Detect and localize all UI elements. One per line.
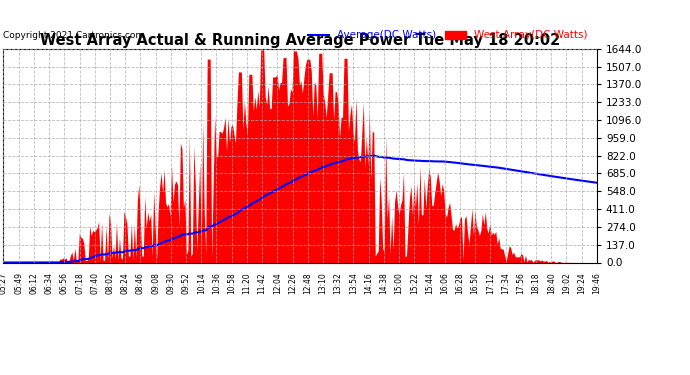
Title: West Array Actual & Running Average Power Tue May 18 20:02: West Array Actual & Running Average Powe… [40, 33, 560, 48]
Text: Copyright 2021 Cartronics.com: Copyright 2021 Cartronics.com [3, 31, 145, 40]
Legend: Average(DC Watts), West Array(DC Watts): Average(DC Watts), West Array(DC Watts) [304, 26, 591, 45]
